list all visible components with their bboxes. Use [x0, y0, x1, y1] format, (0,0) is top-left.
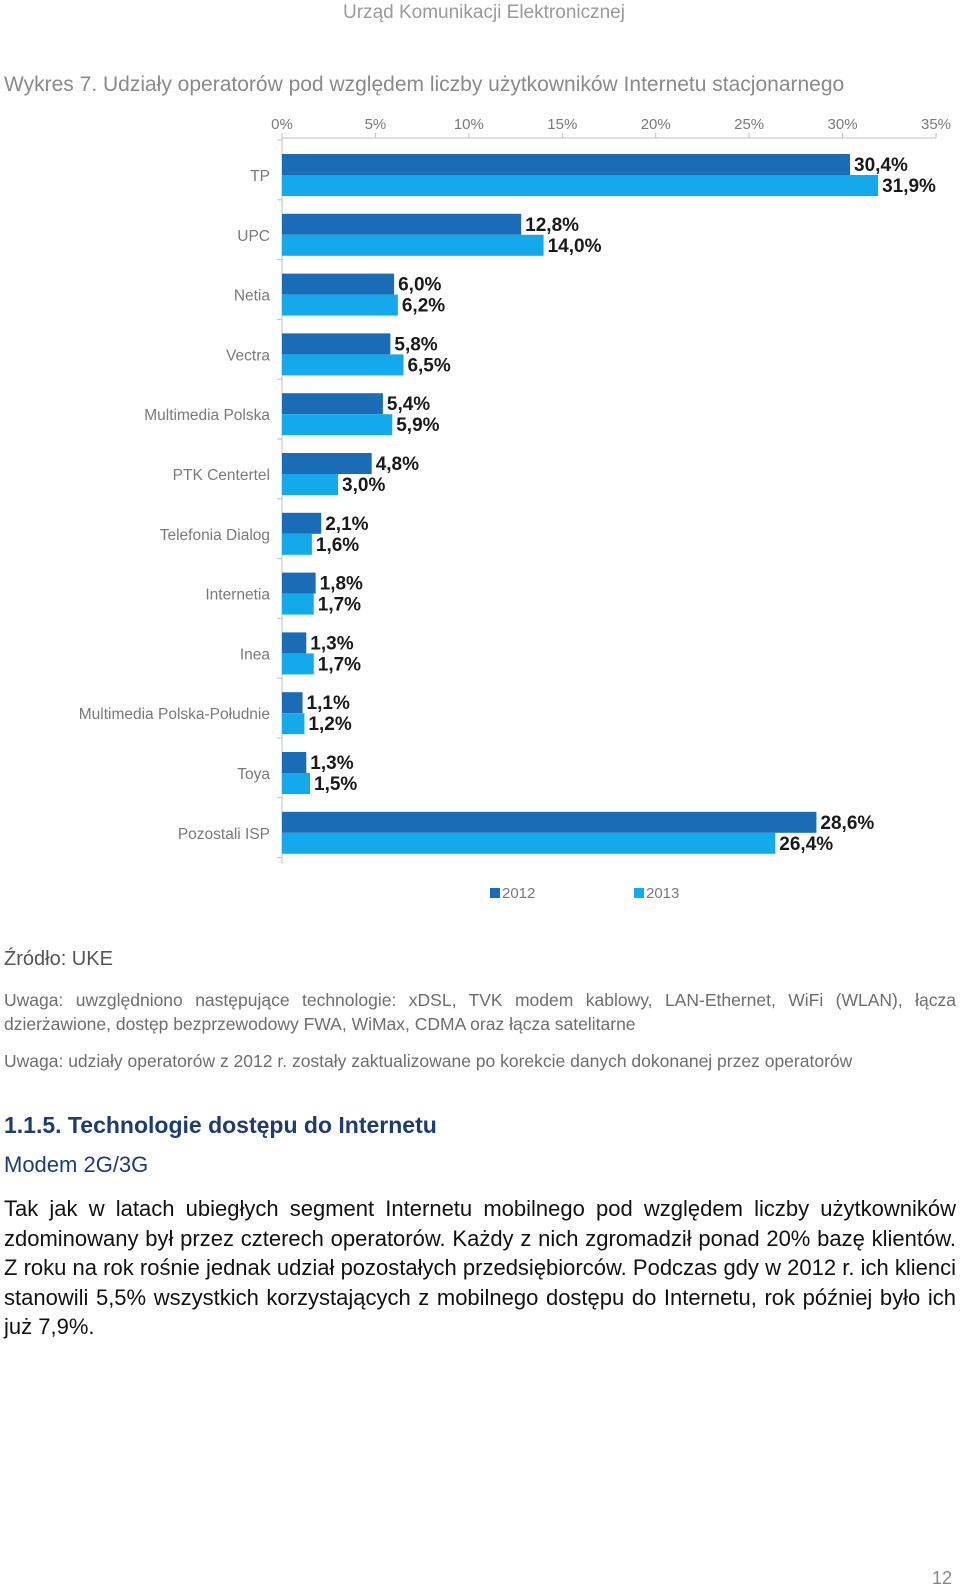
category-label-multimedia-polska: Multimedia Polska	[144, 407, 270, 424]
bar-chart: 0% 5% 10% 15% 20% 25% 30% 35% TP 30,4%31,9% UPC 12,…	[79, 116, 951, 902]
data-label-2012-netia: 6,0%	[398, 275, 441, 296]
bar-2012-multimedia-polska	[282, 393, 383, 415]
category-label-vectra: Vectra	[226, 347, 270, 364]
x-tick-label: 5%	[365, 116, 387, 133]
page-header: Urząd Komunikacji Elektronicznej	[0, 2, 960, 24]
bar-2013-netia	[282, 294, 398, 316]
update-note: Uwaga: udziały operatorów z 2012 r. zost…	[4, 1051, 853, 1071]
data-label-2012-toya: 1,3%	[310, 753, 353, 774]
data-label-2013-vectra: 6,5%	[407, 355, 450, 376]
category-label-toya: Toya	[237, 766, 270, 783]
data-label-2012-upc: 12,8%	[525, 215, 579, 236]
data-label-2012-tp: 30,4%	[854, 155, 908, 176]
x-tick-label: 10%	[454, 116, 484, 133]
data-label-2013-toya: 1,5%	[314, 774, 357, 795]
header-title: Urząd Komunikacji Elektronicznej	[343, 2, 625, 23]
source-note: Źródło: UKE	[4, 948, 113, 970]
x-tick-label: 0%	[271, 116, 293, 133]
data-label-2013-netia: 6,2%	[402, 296, 445, 317]
bar-2013-telefonia-dialog	[282, 533, 312, 555]
chart-caption: Wykres 7. Udziały operatorów pod względe…	[4, 73, 845, 96]
category-label-netia: Netia	[234, 288, 271, 305]
bar-2012-toya	[282, 752, 307, 773]
data-label-2013-ptk-centertel: 3,0%	[342, 475, 385, 496]
data-label-2012-inea: 1,3%	[310, 633, 353, 654]
body-paragraph: Tak jak w latach ubiegłych segment Inter…	[4, 1196, 956, 1339]
bar-2013-toya	[282, 773, 311, 794]
category-label-pozostali-isp: Pozostali ISP	[178, 826, 270, 843]
category-label-telefonia-dialog: Telefonia Dialog	[160, 527, 270, 544]
x-tick-label: 15%	[547, 116, 577, 133]
legend-label-2013: 2013	[646, 885, 679, 902]
data-label-2013-telefonia-dialog: 1,6%	[316, 535, 359, 556]
data-label-2012-internetia: 1,8%	[320, 574, 363, 595]
bar-2013-pozostali-isp	[282, 832, 776, 854]
section-heading: 1.1.5. Technologie dostępu do Internetu	[4, 1112, 437, 1138]
bar-2012-netia	[282, 273, 395, 295]
data-label-2013-internetia: 1,7%	[318, 595, 361, 616]
bar-2012-vectra	[282, 333, 391, 355]
category-label-tp: TP	[250, 168, 270, 185]
data-label-2013-multimedia-polska: 5,9%	[396, 415, 439, 436]
x-tick-label: 25%	[734, 116, 764, 133]
x-tick-label: 30%	[828, 116, 858, 133]
legend-label-2012: 2012	[502, 885, 535, 902]
data-label-2012-multimedia-polska: 5,4%	[387, 394, 430, 415]
bar-2013-multimedia-polska-poludnie	[282, 713, 305, 735]
bar-2013-multimedia-polska	[282, 414, 393, 436]
technology-note: Uwaga: uwzględniono następujące technolo…	[4, 990, 956, 1034]
data-label-2012-vectra: 5,8%	[394, 334, 437, 355]
subsection-heading: Modem 2G/3G	[4, 1152, 149, 1177]
category-label-upc: UPC	[237, 228, 270, 245]
bar-2012-telefonia-dialog	[282, 512, 322, 534]
bar-2012-multimedia-polska-poludnie	[282, 692, 303, 714]
x-tick-label: 35%	[921, 116, 951, 133]
bar-2012-upc	[282, 213, 522, 235]
bar-2013-vectra	[282, 354, 404, 376]
bar-2013-upc	[282, 234, 544, 256]
data-label-2013-upc: 14,0%	[548, 236, 602, 257]
legend-swatch-2013	[634, 888, 644, 898]
category-label-internetia: Internetia	[205, 587, 270, 604]
bar-2012-pozostali-isp	[282, 811, 817, 833]
bar-2012-inea	[282, 632, 307, 654]
bar-2013-tp	[282, 175, 879, 196]
category-label-inea: Inea	[240, 646, 271, 663]
data-label-2013-multimedia-polska-poludnie: 1,2%	[308, 714, 351, 735]
bar-2012-internetia	[282, 572, 316, 594]
data-label-2013-inea: 1,7%	[318, 654, 361, 675]
x-tick-label: 20%	[641, 116, 671, 133]
data-label-2012-ptk-centertel: 4,8%	[376, 454, 419, 475]
data-label-2012-pozostali-isp: 28,6%	[820, 813, 874, 834]
data-label-2013-pozostali-isp: 26,4%	[779, 834, 833, 855]
bar-2012-ptk-centertel	[282, 453, 372, 474]
bar-2013-inea	[282, 653, 314, 675]
data-label-2013-tp: 31,9%	[882, 176, 936, 197]
legend-swatch-2012	[490, 888, 500, 898]
data-label-2012-telefonia-dialog: 2,1%	[325, 514, 368, 535]
bar-2013-internetia	[282, 593, 314, 615]
data-label-2012-multimedia-polska-poludnie: 1,1%	[307, 693, 350, 714]
category-label-ptk-centertel: PTK Centertel	[173, 467, 270, 484]
category-label-multimedia-polska-poludnie: Multimedia Polska-Południe	[79, 706, 270, 723]
bar-2012-tp	[282, 154, 851, 175]
bar-2013-ptk-centertel	[282, 474, 339, 495]
page-number: 12	[931, 1568, 952, 1588]
